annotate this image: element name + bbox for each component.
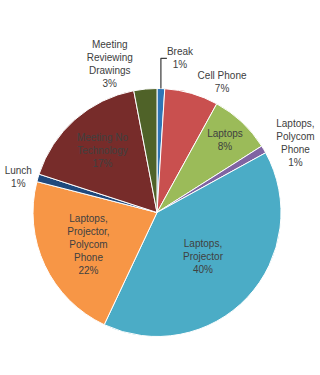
svg-text:Cell Phone7%: Cell Phone7% — [198, 70, 247, 94]
svg-text:Break1%: Break1% — [167, 46, 194, 70]
svg-text:Lunch1%: Lunch1% — [5, 165, 32, 189]
svg-text:Laptops,Projector,PolycomPhone: Laptops,Projector,PolycomPhone22% — [67, 213, 109, 276]
svg-text:MeetingReviewingDrawings3%: MeetingReviewingDrawings3% — [87, 39, 133, 89]
svg-text:Laptops,PolycomPhone1%: Laptops,PolycomPhone1% — [276, 118, 314, 168]
svg-text:Laptops,Projector40%: Laptops,Projector40% — [183, 238, 224, 275]
svg-text:Meeting NoTechnology17%: Meeting NoTechnology17% — [77, 132, 129, 169]
svg-text:Laptops8%: Laptops8% — [207, 128, 243, 152]
